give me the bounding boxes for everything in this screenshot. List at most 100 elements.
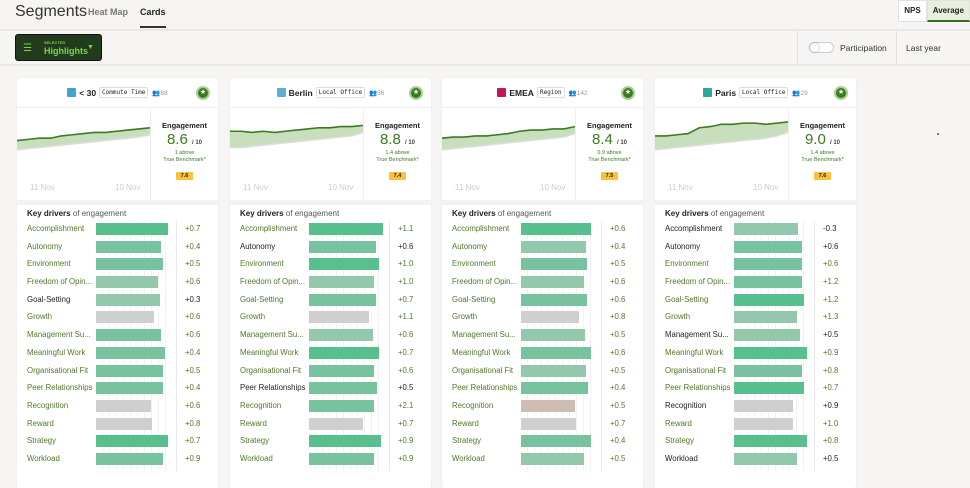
driver-bar: [734, 311, 797, 324]
tab-heat-map[interactable]: Heat Map: [88, 7, 129, 17]
driver-row[interactable]: Workload +0.9: [230, 451, 431, 469]
driver-row[interactable]: Recognition +0.5: [442, 398, 643, 416]
driver-row[interactable]: Management Su... +0.6: [230, 327, 431, 345]
driver-label: Organisational Fit: [665, 365, 727, 375]
driver-row[interactable]: Management Su... +0.5: [655, 327, 856, 345]
respondent-count: 👥29: [792, 89, 808, 97]
driver-row[interactable]: Growth +1.3: [655, 309, 856, 327]
driver-row[interactable]: Autonomy +0.6: [655, 239, 856, 257]
driver-label: Goal-Setting: [452, 294, 496, 304]
driver-row[interactable]: Peer Relationships +0.4: [17, 380, 218, 398]
driver-row[interactable]: Environment +0.5: [442, 256, 643, 274]
driver-value: +0.6: [610, 224, 626, 233]
driver-row[interactable]: Goal-Setting +0.3: [17, 292, 218, 310]
driver-row[interactable]: Reward +0.7: [442, 416, 643, 434]
driver-bar: [734, 223, 798, 235]
driver-row[interactable]: Environment +0.5: [17, 256, 218, 274]
driver-row[interactable]: Accomplishment +0.6: [442, 221, 643, 239]
driver-bar: [309, 399, 375, 412]
segment-card[interactable]: < 30 Commute Time 👥88 ★ 11 Nov 10 Nov En…: [17, 78, 218, 488]
drivers-list: Accomplishment -0.3 Autonomy +0.6 Environm…: [655, 221, 856, 469]
driver-row[interactable]: Recognition +2.1: [230, 398, 431, 416]
driver-row[interactable]: Goal-Setting +1.2: [655, 292, 856, 310]
driver-value: +0.4: [185, 241, 201, 251]
benchmark-diff: 1 above True Benchmark*: [151, 150, 218, 164]
driver-row[interactable]: Accomplishment +0.7: [17, 221, 218, 239]
segment-tag: Local Office: [739, 87, 789, 98]
driver-row[interactable]: Meaningful Work +0.6: [442, 345, 643, 363]
driver-row[interactable]: Environment +0.6: [655, 256, 856, 274]
driver-label: Meaningful Work: [452, 347, 511, 357]
driver-row[interactable]: Peer Relationships +0.7: [655, 380, 856, 398]
period-selector[interactable]: Last year: [906, 43, 941, 53]
driver-row[interactable]: Strategy +0.4: [442, 433, 643, 451]
driver-value: +0.5: [610, 400, 626, 410]
engagement-line: [17, 126, 150, 142]
tab-cards[interactable]: Cards: [140, 7, 166, 28]
driver-row[interactable]: Peer Relationships +0.4: [442, 380, 643, 398]
driver-row[interactable]: Organisational Fit +0.8: [655, 363, 856, 381]
driver-row[interactable]: Strategy +0.9: [230, 433, 431, 451]
driver-row[interactable]: Autonomy +0.4: [442, 239, 643, 257]
average-option[interactable]: Average: [926, 0, 970, 22]
driver-row[interactable]: Accomplishment +1.1: [230, 221, 431, 239]
driver-row[interactable]: Freedom of Opin... +0.6: [17, 274, 218, 292]
driver-row[interactable]: Freedom of Opin... +1.2: [655, 274, 856, 292]
star-badge-icon[interactable]: ★: [834, 86, 848, 100]
driver-row[interactable]: Organisational Fit +0.6: [230, 363, 431, 381]
driver-row[interactable]: Meaningful Work +0.9: [655, 345, 856, 363]
star-badge-icon[interactable]: ★: [196, 86, 210, 100]
date-start-label: 11 Nov: [243, 183, 268, 192]
driver-row[interactable]: Meaningful Work +0.7: [230, 345, 431, 363]
driver-value: +0.5: [610, 365, 626, 375]
driver-row[interactable]: Accomplishment -0.3: [655, 221, 856, 239]
driver-row[interactable]: Autonomy +0.4: [17, 239, 218, 257]
driver-bar: [96, 258, 163, 271]
segment-card[interactable]: Berlin Local Office 👥36 ★ 11 Nov 10 Nov …: [230, 78, 431, 488]
driver-row[interactable]: Strategy +0.7: [17, 433, 218, 451]
score-value: 9.0: [804, 131, 826, 148]
divider: [797, 31, 798, 66]
driver-label: Management Su...: [665, 330, 729, 340]
driver-row[interactable]: Autonomy +0.6: [230, 239, 431, 257]
nps-option[interactable]: NPS: [898, 0, 927, 22]
above-text: 1.4 above: [810, 150, 835, 156]
driver-row[interactable]: Recognition +0.6: [17, 398, 218, 416]
driver-row[interactable]: Meaningful Work +0.4: [17, 345, 218, 363]
driver-row[interactable]: Recognition +0.9: [655, 398, 856, 416]
driver-row[interactable]: Environment +1.0: [230, 256, 431, 274]
driver-row[interactable]: Workload +0.5: [655, 451, 856, 469]
benchmark-line: [442, 132, 575, 151]
segment-card[interactable]: EMEA Region 👥142 ★ 11 Nov 10 Nov Engagem…: [442, 78, 643, 488]
driver-row[interactable]: Freedom of Opin... +1.0: [230, 274, 431, 292]
driver-value: +0.5: [823, 330, 839, 340]
driver-row[interactable]: Peer Relationships +0.5: [230, 380, 431, 398]
driver-row[interactable]: Management Su... +0.5: [442, 327, 643, 345]
star-badge-icon[interactable]: ★: [621, 86, 635, 100]
above-text: 1 above: [174, 150, 195, 156]
driver-row[interactable]: Growth +0.6: [17, 309, 218, 327]
driver-row[interactable]: Reward +0.8: [17, 416, 218, 434]
driver-row[interactable]: Growth +0.8: [442, 309, 643, 327]
driver-row[interactable]: Reward +1.0: [655, 416, 856, 434]
segment-card[interactable]: Paris Local Office 👥29 ★ 11 Nov 10 Nov E…: [655, 78, 856, 488]
driver-row[interactable]: Management Su... +0.6: [17, 327, 218, 345]
highlights-selector[interactable]: ☰ SELECTED Highlights ▼: [15, 34, 102, 61]
driver-row[interactable]: Goal-Setting +0.6: [442, 292, 643, 310]
driver-row[interactable]: Freedom of Opin... +0.6: [442, 274, 643, 292]
driver-row[interactable]: Goal-Setting +0.7: [230, 292, 431, 310]
driver-value: +0.8: [823, 365, 839, 375]
star-badge-icon[interactable]: ★: [409, 86, 423, 100]
page-header: Segments Heat Map Cards NPS Average: [0, 0, 970, 31]
driver-label: Freedom of Opin...: [27, 277, 93, 287]
driver-row[interactable]: Growth +1.1: [230, 309, 431, 327]
participation-toggle[interactable]: [809, 42, 834, 53]
driver-row[interactable]: Workload +0.5: [442, 451, 643, 469]
divider: [176, 221, 177, 471]
driver-row[interactable]: Workload +0.9: [17, 451, 218, 469]
driver-row[interactable]: Organisational Fit +0.5: [17, 363, 218, 381]
driver-row[interactable]: Reward +0.7: [230, 416, 431, 434]
driver-row[interactable]: Organisational Fit +0.5: [442, 363, 643, 381]
driver-label: Strategy: [452, 436, 482, 446]
driver-row[interactable]: Strategy +0.8: [655, 433, 856, 451]
